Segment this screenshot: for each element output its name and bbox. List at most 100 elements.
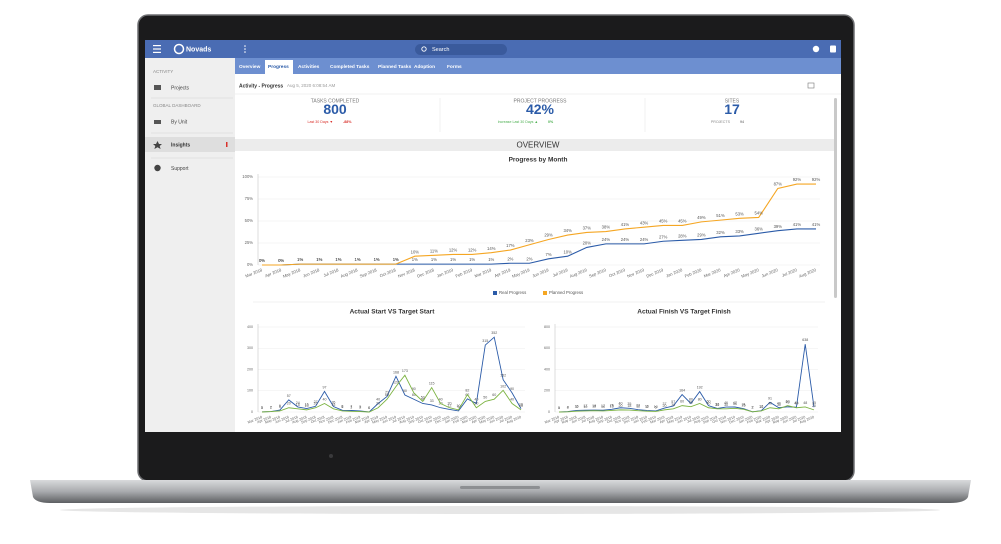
x-tick-label: Jan 2020 [665,267,683,278]
data-label: 1 [261,406,263,410]
data-label: 60 [786,400,790,404]
menu-icon[interactable] [153,45,161,53]
x-tick-label: Dec 2018 [623,415,639,424]
data-label: 2% [507,256,513,261]
data-label: 5 [457,405,459,409]
x-tick-label: Sep 2019 [702,415,718,424]
data-label: 26 [331,400,335,404]
data-label: 15 [331,403,335,407]
sidebar-item[interactable]: Insights [171,142,190,148]
kpi-sub-value: 0% [548,120,554,124]
data-label: 10 [601,405,605,409]
x-tick-label: Mar 2018 [247,415,263,424]
x-tick-label: Oct 2019 [417,415,432,424]
y-tick-label: 100 [247,389,253,393]
y-tick-label: 0 [548,410,550,414]
search-placeholder[interactable]: Search [432,47,449,53]
search-box[interactable] [415,44,507,55]
brand: Novads [186,46,211,53]
tab[interactable]: Overview [239,64,261,70]
projects-icon [154,85,161,90]
tab[interactable]: Forms [447,64,462,70]
settings-icon[interactable] [812,45,820,53]
x-tick-label: May 2018 [561,415,577,425]
x-tick-label: Apr 2018 [553,415,568,424]
user-icon[interactable] [830,45,836,53]
data-label: 0 [558,406,560,410]
x-tick-label: Jul 2019 [552,267,569,278]
export-icon[interactable] [807,82,815,89]
y-tick-label: 25% [245,240,254,245]
x-tick-label: Nov 2019 [426,415,442,424]
data-label: 173 [402,369,408,373]
x-tick-label: Aug 2020 [798,267,817,279]
data-label: 29% [544,233,553,238]
data-label: 1% [316,257,322,262]
insights-icon [153,141,162,149]
x-tick-label: May 2018 [282,267,302,279]
data-label: 20% [583,241,592,246]
sidebar-item[interactable]: By Unit [171,119,188,125]
data-label: 37 [663,402,667,406]
legend-label[interactable]: Real Progress [499,290,526,295]
data-label: 40 [323,397,327,401]
legend-label[interactable]: Planned Progress [549,290,583,295]
data-label: 1% [297,257,303,262]
data-label: 5 [359,405,361,409]
data-label: 17 [601,404,605,408]
sidebar-item[interactable]: Projects [171,85,190,91]
data-label: 2 [270,406,272,410]
data-label: 8 [341,404,343,408]
camera [329,454,333,458]
data-label: 10 [456,404,460,408]
data-label: 37% [583,226,592,231]
sidebar-item[interactable]: Support [171,166,189,172]
data-label: 33% [735,229,744,234]
x-tick-label: Jun 2020 [782,415,797,424]
data-label: 90 [510,387,514,391]
y-tick-label: 800 [544,325,550,329]
tab[interactable]: Activities [298,64,320,70]
x-tick-label: Apr 2018 [264,267,282,278]
tab[interactable]: Progress [268,64,289,70]
tab[interactable]: Planned Tasks [378,64,412,70]
x-tick-label: Mar 2019 [474,267,493,279]
data-label: 38% [602,225,611,230]
data-label: 40 [510,397,514,401]
data-label: 40 [474,397,478,401]
data-label: 1% [412,257,418,262]
scrollbar[interactable] [834,98,837,298]
x-tick-label: Jan 2020 [444,415,459,424]
data-label: 45 [794,401,798,405]
data-label: 30 [715,403,719,407]
more-icon[interactable] [244,45,246,53]
data-label: 1% [335,257,341,262]
data-label: 3 [350,405,352,409]
data-label: 0% [278,258,284,263]
data-label: 0% [259,258,265,263]
x-tick-label: Oct 2019 [712,415,727,424]
laptop-base [30,480,971,503]
data-label: 35 [627,402,631,406]
data-label: 192 [697,386,703,390]
x-tick-label: Jan 2019 [632,415,647,424]
data-label: 7% [546,252,552,257]
x-tick-label: Feb 2019 [455,267,474,279]
data-label: 9 [279,404,281,408]
data-label: 1% [393,257,399,262]
data-label: 41% [812,222,821,227]
data-label: 53% [735,211,744,216]
data-label: 60 [706,400,710,404]
data-label: 20 [314,402,318,406]
data-label: 2 [270,406,272,410]
tab[interactable]: Completed Tasks [330,64,370,70]
x-tick-label: Mar 2018 [245,267,264,279]
x-tick-label: Nov 2018 [318,415,334,424]
data-label: 1% [354,257,360,262]
tab[interactable]: Adoption [414,64,435,70]
data-label: 28% [678,233,687,238]
x-tick-label: Nov 2019 [626,267,645,279]
x-tick-label: Jul 2020 [792,415,806,424]
data-label: 45 [812,401,816,405]
